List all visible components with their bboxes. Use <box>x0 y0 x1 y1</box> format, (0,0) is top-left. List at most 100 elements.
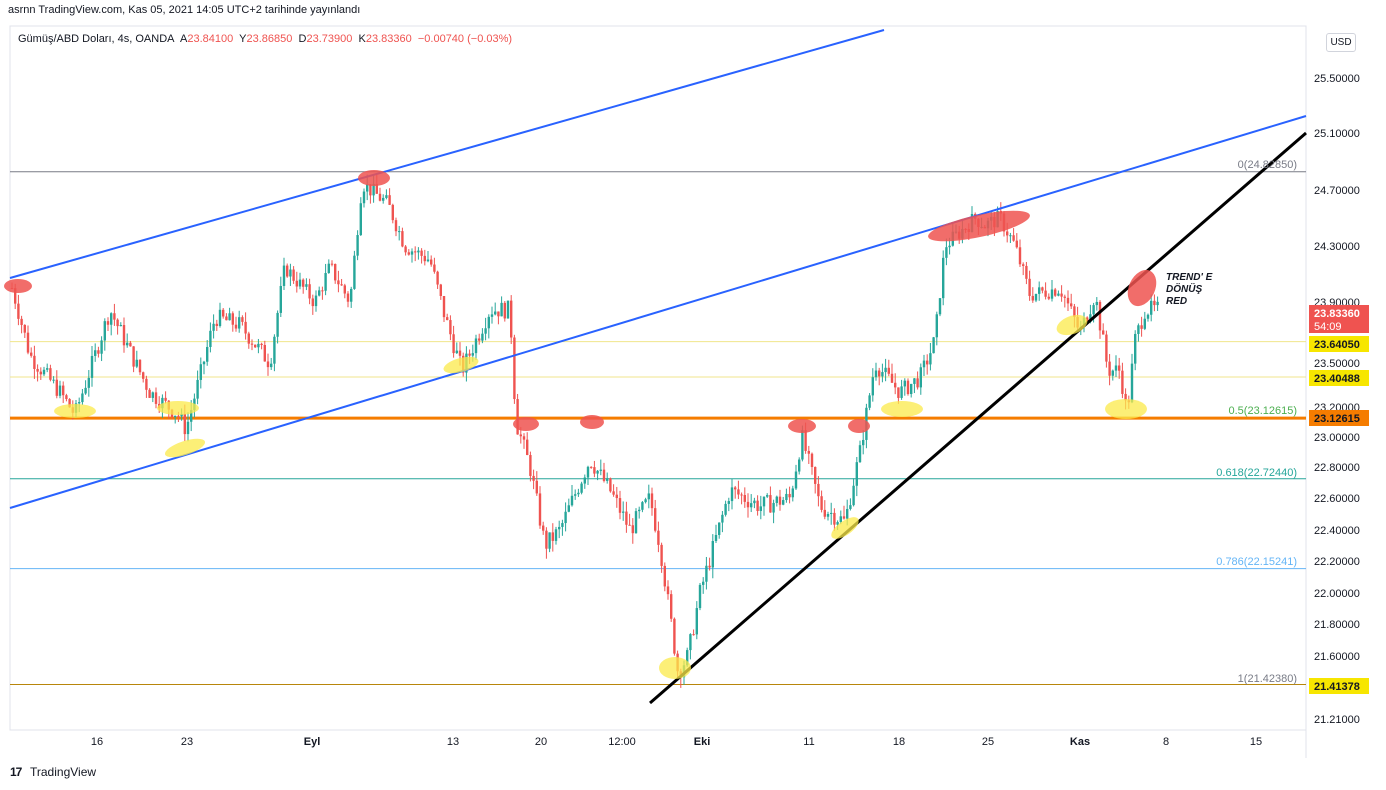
candle <box>513 334 516 404</box>
fib-label-0.5: 0.5(23.12615) <box>1229 405 1298 417</box>
fib-label-0.786: 0.786(22.15241) <box>1216 556 1297 568</box>
candle <box>436 270 439 289</box>
candle <box>1041 286 1044 294</box>
time-tick: 16 <box>91 736 103 748</box>
candle <box>1118 357 1121 379</box>
candle <box>529 451 532 482</box>
candle <box>762 496 766 516</box>
candle <box>289 263 292 286</box>
h2-value: 23.40488 <box>1314 373 1360 385</box>
candle <box>945 238 948 266</box>
candle <box>750 494 753 513</box>
time-tick: 12:00 <box>608 736 636 748</box>
candle <box>202 360 206 375</box>
candle <box>769 486 772 513</box>
candle <box>574 489 577 500</box>
candle <box>330 260 334 267</box>
candle <box>1066 290 1070 311</box>
candle <box>526 432 529 456</box>
candle <box>1063 294 1066 308</box>
candle <box>561 519 564 536</box>
candle <box>903 378 906 396</box>
time-tick: 25 <box>982 736 994 748</box>
low-label: D <box>298 33 307 45</box>
fib-label-1: 1(21.42380) <box>1238 673 1297 685</box>
candle <box>510 295 513 345</box>
candle <box>830 502 833 525</box>
candle <box>622 501 625 521</box>
candle <box>926 354 929 375</box>
candle <box>785 488 788 503</box>
candle <box>740 492 743 505</box>
price-tick: 23.50000 <box>1314 358 1360 370</box>
time-axis[interactable]: 16 23 Eyl 13 20 12:00 Eki 11 18 25 Kas 8 15 <box>91 736 1262 748</box>
price-label-h2: 23.40488 <box>1309 370 1369 386</box>
candle <box>279 276 282 318</box>
uptrend-line[interactable] <box>649 131 1307 705</box>
candle <box>295 271 298 293</box>
support-marker <box>1105 399 1147 419</box>
candle <box>1156 296 1159 311</box>
candle <box>385 189 388 200</box>
candle <box>234 316 238 332</box>
candle <box>1098 300 1102 339</box>
open-label: A <box>180 33 188 45</box>
price-axis[interactable]: 25.5000025.1000024.7000024.3000023.90000… <box>1314 73 1360 726</box>
candle <box>449 315 452 341</box>
candle <box>494 302 497 316</box>
support-marker <box>164 438 206 458</box>
candle <box>97 346 100 358</box>
candle <box>935 311 938 346</box>
candle <box>298 272 302 290</box>
candle <box>506 300 510 319</box>
support-marker <box>831 517 859 539</box>
price-tick: 21.80000 <box>1314 619 1360 631</box>
currency-button[interactable]: USD <box>1326 33 1356 52</box>
candle <box>346 291 350 308</box>
candle <box>625 501 628 533</box>
candle <box>36 364 39 382</box>
candle <box>919 363 922 395</box>
candle <box>551 523 554 552</box>
candle <box>884 358 887 382</box>
candle <box>1121 362 1124 399</box>
candle <box>855 456 858 497</box>
candle <box>407 249 410 256</box>
candle <box>196 370 199 405</box>
channel-lower-line[interactable] <box>9 115 1307 509</box>
candle <box>938 297 942 317</box>
candle <box>612 484 615 497</box>
symbol-name[interactable]: Gümüş/ABD Doları, 4s, OANDA <box>18 33 175 45</box>
resistance-marker <box>580 415 604 429</box>
candle <box>391 203 394 224</box>
channel-upper-line[interactable] <box>9 29 885 279</box>
time-tick: 8 <box>1163 736 1169 748</box>
candle <box>775 495 778 507</box>
candle <box>138 359 142 376</box>
candle <box>65 393 68 402</box>
brand-footer[interactable]: 17 TradingView <box>10 765 96 779</box>
price-label-h1: 23.64050 <box>1309 336 1369 352</box>
price-label-h4: 21.41378 <box>1309 678 1369 694</box>
price-tick: 25.50000 <box>1314 73 1360 85</box>
candle-series <box>10 174 1159 688</box>
candle <box>746 493 750 518</box>
candle <box>1146 313 1150 322</box>
candle <box>602 462 606 483</box>
support-markers <box>54 314 1147 679</box>
candle <box>215 319 218 331</box>
candle <box>766 493 769 499</box>
candle <box>90 346 94 387</box>
candle <box>631 518 634 544</box>
candle <box>887 359 890 377</box>
candle <box>663 562 666 592</box>
candle <box>81 388 84 405</box>
candle <box>670 590 673 622</box>
candle <box>308 278 311 305</box>
support-marker <box>54 404 96 418</box>
h1-value: 23.64050 <box>1314 339 1360 351</box>
candle <box>257 338 260 354</box>
candle <box>1034 293 1038 303</box>
price-label-h3: 23.12615 <box>1309 410 1369 426</box>
